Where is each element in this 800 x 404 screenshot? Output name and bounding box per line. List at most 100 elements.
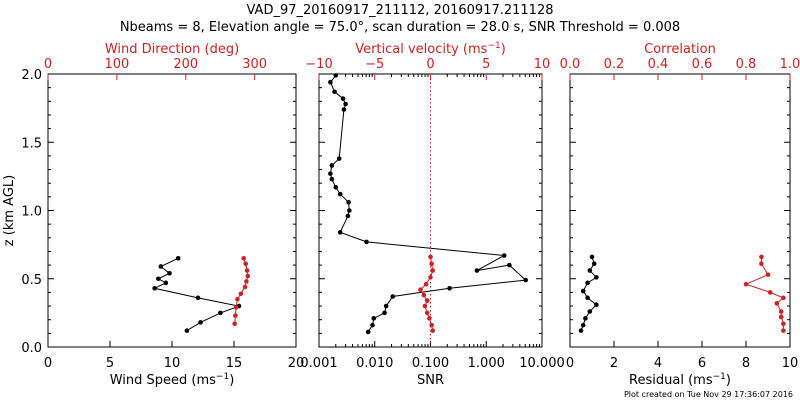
x-tick-label: 0.001 (300, 356, 337, 371)
data-point (365, 329, 371, 335)
data-point (333, 73, 339, 78)
x-tick-label: 10 (782, 356, 799, 371)
data-point (341, 107, 347, 112)
data-point (781, 321, 786, 327)
data-point (424, 310, 430, 316)
x-tick-label: 0.010 (356, 356, 393, 371)
data-point (364, 239, 369, 245)
series-line-top-axis (744, 256, 785, 331)
data-point (589, 254, 595, 260)
series-line-bottom-axis (580, 256, 598, 331)
data-point (243, 261, 249, 267)
data-point (428, 275, 433, 280)
data-point (429, 322, 434, 328)
x2-axis-label: Correlation (644, 42, 716, 57)
data-point (578, 328, 584, 333)
data-point (778, 314, 784, 320)
data-point (774, 301, 780, 306)
series-line-bottom-axis (153, 257, 241, 332)
data-point (594, 275, 599, 280)
data-point (241, 255, 246, 261)
data-point (218, 310, 223, 316)
data-point (507, 262, 512, 268)
data-point (370, 322, 375, 328)
x2-tick-label: 5 (482, 57, 490, 72)
data-point (244, 268, 250, 273)
data-point (428, 254, 433, 260)
data-point (347, 208, 352, 213)
data-point (242, 284, 248, 290)
footer-timestamp: Plot created on Tue Nov 29 17:36:07 2016 (624, 390, 793, 399)
data-point (235, 296, 240, 302)
x-axis-label: Residual (ms−1) (629, 372, 731, 388)
data-point (767, 290, 773, 295)
data-point (580, 288, 586, 294)
data-point (233, 313, 238, 318)
data-point (152, 286, 157, 291)
data-point (583, 316, 588, 321)
x-tick-label: 0 (566, 356, 574, 371)
data-point (781, 295, 786, 301)
x2-axis-label: Wind Direction (deg) (105, 42, 239, 57)
data-point (591, 261, 597, 267)
data-point (418, 287, 423, 292)
x2-tick-label: 0 (426, 57, 434, 72)
data-point (158, 264, 164, 269)
data-point (474, 268, 480, 273)
data-point (340, 96, 346, 101)
data-point (743, 281, 749, 287)
data-point (778, 309, 784, 314)
x-tick-label: 4 (654, 356, 662, 371)
data-point (422, 303, 428, 309)
data-point (336, 156, 342, 161)
data-point (175, 255, 181, 261)
data-point (587, 268, 593, 273)
plot-frame (569, 73, 791, 348)
data-point (501, 253, 507, 258)
y-axis-label: z (km AGL) (2, 175, 17, 246)
data-point (585, 280, 590, 286)
data-point (346, 200, 351, 205)
y-tick-label: 1.0 (21, 205, 42, 220)
x2-tick-label: 0.6 (692, 57, 713, 72)
x2-tick-label: 10 (534, 57, 551, 72)
data-point (332, 89, 337, 95)
x2-tick-label: −10 (305, 57, 332, 72)
data-point (429, 261, 434, 267)
data-point (390, 294, 396, 299)
data-point (585, 295, 590, 301)
data-point (163, 280, 169, 286)
y-tick-label: 0.5 (21, 273, 42, 288)
data-point (594, 302, 599, 307)
x2-tick-label: 0.0 (560, 57, 581, 72)
data-point (167, 270, 172, 276)
y-tick-label: 1.5 (21, 136, 42, 151)
figure-title-line2: Nbeams = 8, Elevation angle = 75.0°, sca… (120, 20, 680, 35)
data-point (337, 191, 343, 197)
data-point (587, 309, 593, 314)
x-tick-label: 0.100 (412, 356, 449, 371)
data-point (244, 279, 249, 284)
data-point (781, 328, 786, 333)
x-tick-label: 6 (698, 356, 706, 371)
x-tick-label: 10.000 (519, 356, 565, 371)
data-point (759, 261, 764, 267)
x-tick-label: 8 (742, 356, 750, 371)
data-point (423, 281, 429, 287)
data-point (245, 273, 251, 279)
x2-tick-label: 0 (44, 57, 52, 72)
data-point (329, 176, 335, 182)
data-point (371, 316, 377, 321)
x-tick-label: 1.000 (468, 356, 505, 371)
data-point (382, 310, 387, 316)
data-point (447, 286, 452, 291)
x2-tick-label: 0.4 (648, 57, 669, 72)
x2-tick-label: 0.8 (736, 57, 757, 72)
y-tick-label: 2.0 (21, 68, 42, 83)
data-point (238, 291, 244, 297)
x2-tick-label: −5 (365, 57, 384, 72)
x-axis-label: Wind Speed (ms−1) (110, 372, 235, 388)
